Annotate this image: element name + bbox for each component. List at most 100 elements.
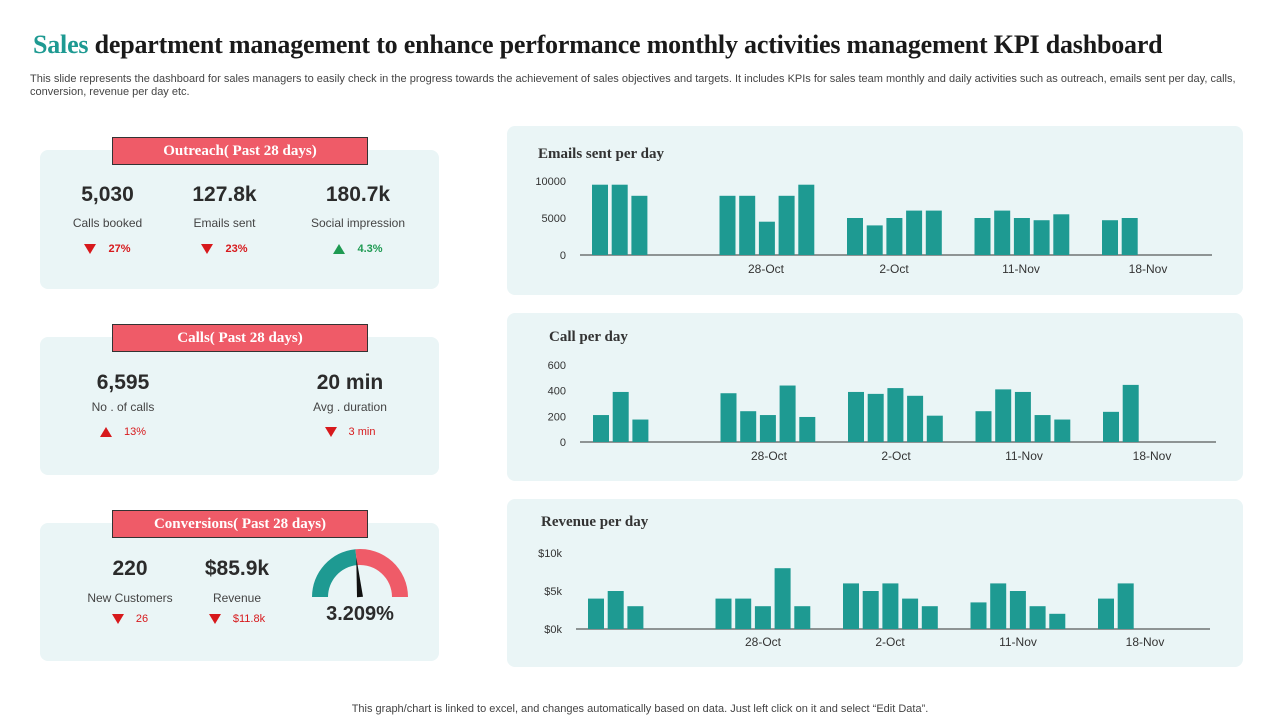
y-tick-label: 600: [548, 360, 566, 372]
x-tick-label: 18-Nov: [1133, 449, 1172, 463]
revenue-chart-panel: [507, 499, 1243, 667]
page-subtitle: This slide represents the dashboard for …: [30, 73, 1236, 98]
bar: [774, 568, 791, 629]
bar: [612, 391, 629, 442]
bar: [720, 393, 737, 442]
bar: [867, 393, 884, 442]
bar: [882, 583, 899, 629]
calls-banner: Calls( Past 28 days): [112, 324, 368, 352]
footer-note: This graph/chart is linked to excel, and…: [351, 703, 929, 715]
bar: [611, 184, 628, 255]
kpi-value: 6,595: [96, 371, 150, 394]
down-arrow-icon: [84, 244, 97, 255]
y-tick-label: 0: [560, 250, 566, 262]
bar: [847, 218, 863, 255]
down-arrow-icon: [208, 614, 221, 625]
bar: [1103, 411, 1119, 442]
bar: [719, 195, 736, 255]
bar: [1102, 220, 1118, 255]
kpi-label: Social impression: [310, 216, 406, 230]
bar: [843, 583, 859, 629]
bar: [925, 210, 942, 255]
bar: [848, 391, 864, 442]
kpi-change: 4.3%: [293, 243, 423, 255]
bar: [799, 416, 816, 442]
calls-panel: [40, 337, 439, 475]
bar: [607, 591, 624, 629]
bar: [758, 221, 775, 255]
x-tick-label: 18-Nov: [1126, 635, 1165, 649]
y-tick-label: $10k: [538, 548, 562, 560]
x-tick-label: 2-Oct: [875, 635, 905, 649]
kpi-calls-booked: 5,030 Calls booked 27%: [50, 183, 165, 255]
kpi-label: Avg . duration: [313, 400, 387, 414]
kpi-value: 180.7k: [325, 183, 391, 206]
kpi-revenue: $85.9k Revenue $11.8k: [182, 557, 292, 625]
bar: [794, 606, 811, 629]
kpi-label: Emails sent: [193, 216, 256, 230]
outreach-banner: Outreach( Past 28 days): [112, 137, 368, 165]
bar: [754, 606, 771, 629]
bar: [886, 218, 903, 255]
bar: [779, 385, 796, 442]
kpi-value: 127.8k: [192, 183, 257, 206]
bar: [631, 195, 648, 255]
down-arrow-icon: [324, 427, 337, 438]
y-tick-label: 0: [560, 437, 566, 449]
kpi-change: 26: [75, 613, 185, 625]
bar: [1029, 606, 1046, 629]
bar: [1033, 220, 1050, 255]
bar: [887, 388, 904, 442]
down-arrow-icon: [201, 244, 214, 255]
bar: [902, 598, 919, 629]
emails-chart-panel: [507, 126, 1243, 295]
y-tick-label: $5k: [544, 586, 562, 598]
bar: [739, 195, 756, 255]
bar: [1117, 583, 1134, 629]
bar: [798, 184, 815, 255]
conversions-banner: Conversions( Past 28 days): [112, 510, 368, 538]
emails-chart-title: Emails sent per day: [538, 146, 664, 162]
y-tick-label: 200: [548, 411, 566, 423]
bar: [1098, 598, 1114, 629]
x-tick-label: 11-Nov: [1005, 449, 1043, 463]
x-tick-label: 11-Nov: [999, 635, 1037, 649]
kpi-label: Revenue: [212, 591, 262, 605]
bar: [1122, 384, 1139, 442]
y-tick-label: 10000: [535, 176, 566, 188]
kpi-value: $85.9k: [204, 557, 270, 580]
page-title: Sales department management to enhance p…: [33, 30, 1163, 60]
calls-chart-title: Call per day: [549, 329, 628, 345]
bar: [994, 210, 1011, 255]
bar: [921, 606, 938, 629]
bar: [1054, 419, 1071, 442]
x-tick-label: 2-Oct: [879, 262, 909, 276]
bar: [1049, 613, 1066, 629]
bar: [778, 195, 795, 255]
x-tick-label: 28-Oct: [751, 449, 788, 463]
bar: [907, 395, 924, 442]
kpi-change: 23%: [167, 243, 282, 255]
kpi-change: 13%: [63, 426, 183, 438]
kpi-new-customers: 220 New Customers 26: [75, 557, 185, 625]
kpi-emails-sent: 127.8k Emails sent 23%: [167, 183, 282, 255]
bar: [1014, 391, 1031, 442]
kpi-change: $11.8k: [182, 613, 292, 625]
kpi-label: Calls booked: [72, 216, 143, 230]
kpi-value: 220: [112, 557, 148, 580]
bar: [906, 210, 923, 255]
bar: [627, 606, 644, 629]
gauge-value: 3.209%: [326, 603, 394, 625]
bar: [866, 225, 883, 255]
bar: [995, 389, 1012, 442]
title-rest: department management to enhance perform…: [88, 30, 1163, 59]
revenue-chart-title: Revenue per day: [541, 514, 649, 530]
bar: [1009, 591, 1026, 629]
kpi-change: 3 min: [290, 426, 410, 438]
x-tick-label: 2-Oct: [881, 449, 911, 463]
bar: [974, 218, 991, 255]
kpi-social-impression: 180.7k Social impression 4.3%: [293, 183, 423, 255]
up-arrow-icon: [333, 244, 346, 255]
bar: [715, 598, 732, 629]
